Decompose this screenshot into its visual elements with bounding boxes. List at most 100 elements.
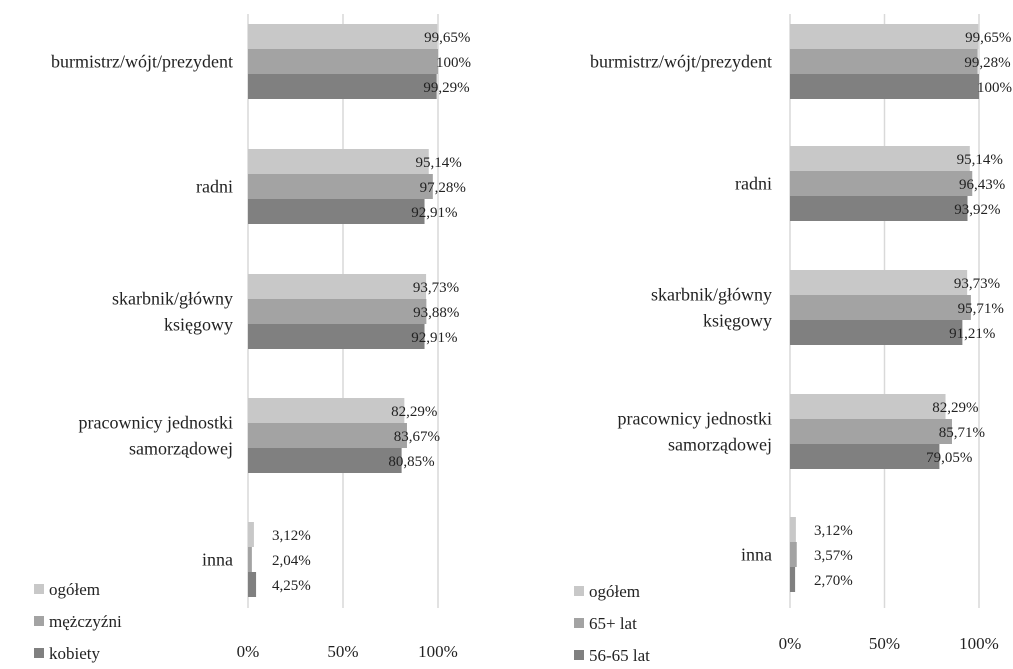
legend-swatch [574,650,584,660]
bar-56-65-lat [790,74,979,99]
category-label: samorządowej [129,439,233,459]
data-label: 93,88% [413,305,459,321]
legend-label: mężczyźni [49,612,122,631]
data-label: 92,91% [411,330,457,346]
legend-label: ogółem [49,580,100,599]
legend-swatch [34,584,44,594]
data-label: 91,21% [949,326,995,342]
bar-65-lat [790,419,952,444]
data-label: 95,71% [958,301,1004,317]
data-label: 99,65% [424,30,470,46]
category-label: pracownicy jednostki [79,413,233,433]
chart-panel-overall-by-age: 0% 50% 100% 99,65% 99,28% 100% burmistrz/wójt/… [574,14,1012,665]
x-axis-ticks: 0% 50% 100% [237,642,458,661]
bar-kobiety [248,324,425,349]
x-tick-label: 100% [418,642,458,661]
data-label: 92,91% [411,205,457,221]
legend-swatch [574,618,584,628]
chart-panel-overall-by-gender: 0% 50% 100% 99,65% 100% 99,29% burmistrz/wójt/… [34,14,471,663]
data-label: 99,28% [964,55,1010,71]
legend: ogółem 65+ lat 56-65 lat [574,582,650,665]
bar-kobiety [248,448,402,473]
category-group-radni: 95,14% 97,28% 92,91% radni [196,149,466,224]
bar-56-65-lat [790,444,940,469]
legend-label: 65+ lat [589,614,637,633]
category-group-inna: 3,12% 3,57% 2,70% inna [741,517,853,592]
legend-item-56-65-lat: 56-65 lat [574,646,650,665]
bar-65-lat [790,542,797,567]
data-label: 97,28% [420,180,466,196]
legend-label: kobiety [49,644,100,663]
legend-item-kobiety: kobiety [34,644,100,663]
data-label: 82,29% [391,404,437,420]
legend: ogółem mężczyźni kobiety [34,580,122,663]
bar-ogolem [248,24,438,49]
legend-label: ogółem [589,582,640,601]
data-label: 79,05% [926,450,972,466]
category-group-burmistrz-wojt-prezydent: 99,65% 99,28% 100% burmistrz/wójt/prezydent [590,24,1012,99]
category-group-skarbnik-glowny-ksiegowy: 93,73% 93,88% 92,91% skarbnik/główny księgow… [112,274,459,349]
bar-ogolem [790,517,796,542]
data-label: 100% [436,55,471,71]
category-label: radni [196,177,233,197]
bar-mezczyzni [248,174,433,199]
bar-ogolem [248,398,405,423]
bar-mezczyzni [248,49,438,74]
x-tick-label: 50% [327,642,358,661]
bar-ogolem [790,24,979,49]
legend-item-ogolem: ogółem [34,580,100,599]
data-label: 3,12% [272,528,311,544]
legend-swatch [34,616,44,626]
category-label: księgowy [703,311,772,331]
category-group-pracownicy-jednostki-samorzadowej: 82,29% 83,67% 80,85% pracownicy jednostki sa… [79,398,440,473]
category-label: inna [202,550,233,570]
bar-ogolem [790,146,970,171]
category-label: burmistrz/wójt/prezydent [590,52,772,72]
x-tick-label: 100% [959,634,999,653]
data-label: 99,65% [965,30,1011,46]
bar-56-65-lat [790,567,796,592]
x-axis-ticks: 0% 50% 100% [779,634,999,653]
bar-mezczyzni [248,299,427,324]
category-group-inna: 3,12% 2,04% 4,25% inna [202,522,311,597]
bar-mezczyzni [248,423,407,448]
bar-ogolem [248,522,254,547]
category-label: skarbnik/główny [112,289,233,309]
bar-56-65-lat [790,196,968,221]
legend-swatch [574,586,584,596]
bar-65-lat [790,171,973,196]
bar-ogolem [790,394,946,419]
data-label: 93,92% [954,202,1000,218]
bar-ogolem [248,149,429,174]
category-group-skarbnik-glowny-ksiegowy: 93,73% 95,71% 91,21% skarbnik/główny księgow… [651,270,1004,345]
data-label: 2,70% [814,573,853,589]
bar-ogolem [248,274,427,299]
data-label: 4,25% [272,578,311,594]
bar-mezczyzni [248,547,252,572]
bar-65-lat [790,295,971,320]
legend-item-ogolem: ogółem [574,582,640,601]
legend-label: 56-65 lat [589,646,650,665]
x-tick-label: 50% [869,634,900,653]
bar-65-lat [790,49,978,74]
category-label: samorządowej [668,435,772,455]
data-label: 93,73% [413,280,459,296]
category-group-pracownicy-jednostki-samorzadowej: 82,29% 85,71% 79,05% pracownicy jednostki sa… [618,394,985,469]
data-label: 3,12% [814,523,853,539]
data-label: 83,67% [394,429,440,445]
bar-56-65-lat [790,320,963,345]
category-label: pracownicy jednostki [618,409,772,429]
category-label: radni [735,174,772,194]
category-label: burmistrz/wójt/prezydent [51,52,233,72]
x-tick-label: 0% [779,634,802,653]
legend-swatch [34,648,44,658]
category-label: inna [741,545,772,565]
data-label: 80,85% [388,454,434,470]
data-label: 100% [977,80,1012,96]
x-tick-label: 0% [237,642,260,661]
data-label: 3,57% [814,548,853,564]
data-label: 95,14% [416,155,462,171]
legend-item-mezczyzni: mężczyźni [34,612,122,631]
category-label: skarbnik/główny [651,285,772,305]
